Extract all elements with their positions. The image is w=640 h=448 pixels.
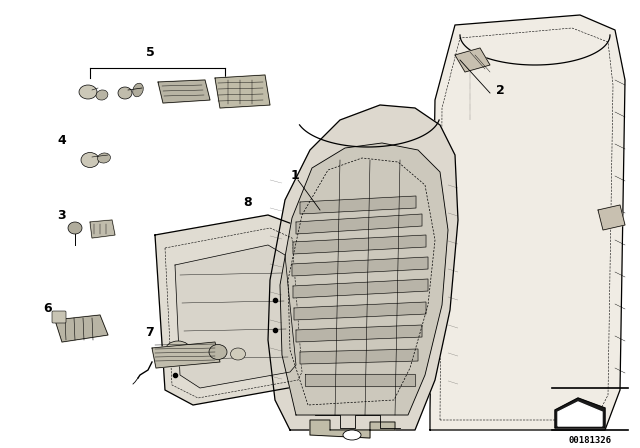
Polygon shape <box>294 302 426 320</box>
Text: 5: 5 <box>146 46 154 59</box>
Polygon shape <box>310 420 395 438</box>
Ellipse shape <box>68 222 82 234</box>
Polygon shape <box>280 143 448 415</box>
Text: 2: 2 <box>495 83 504 96</box>
Ellipse shape <box>96 90 108 100</box>
Text: 3: 3 <box>58 208 67 221</box>
Polygon shape <box>268 105 458 430</box>
Polygon shape <box>598 205 625 230</box>
Polygon shape <box>158 80 210 103</box>
FancyBboxPatch shape <box>52 311 66 323</box>
Ellipse shape <box>132 83 143 97</box>
Polygon shape <box>292 257 428 276</box>
Ellipse shape <box>81 152 99 168</box>
Polygon shape <box>296 214 422 234</box>
Text: 6: 6 <box>44 302 52 314</box>
Text: 4: 4 <box>58 134 67 146</box>
Polygon shape <box>300 349 418 364</box>
Polygon shape <box>152 342 220 368</box>
Polygon shape <box>175 245 296 388</box>
Polygon shape <box>558 402 602 426</box>
Polygon shape <box>455 48 490 72</box>
Polygon shape <box>293 235 426 254</box>
Ellipse shape <box>118 87 132 99</box>
Polygon shape <box>293 279 428 298</box>
Polygon shape <box>296 325 422 342</box>
Ellipse shape <box>230 348 246 360</box>
Text: 8: 8 <box>244 195 252 208</box>
Polygon shape <box>155 215 310 405</box>
Ellipse shape <box>343 430 361 440</box>
Polygon shape <box>215 75 270 108</box>
Ellipse shape <box>97 153 111 163</box>
Ellipse shape <box>79 85 97 99</box>
Polygon shape <box>90 220 115 238</box>
Polygon shape <box>305 374 415 386</box>
Polygon shape <box>430 15 625 430</box>
Polygon shape <box>55 315 108 342</box>
Text: 7: 7 <box>146 326 154 339</box>
Text: 00181326: 00181326 <box>568 435 611 444</box>
Ellipse shape <box>209 345 227 359</box>
Text: 1: 1 <box>291 168 300 181</box>
Ellipse shape <box>166 341 191 359</box>
Polygon shape <box>555 398 605 428</box>
Polygon shape <box>300 196 416 214</box>
